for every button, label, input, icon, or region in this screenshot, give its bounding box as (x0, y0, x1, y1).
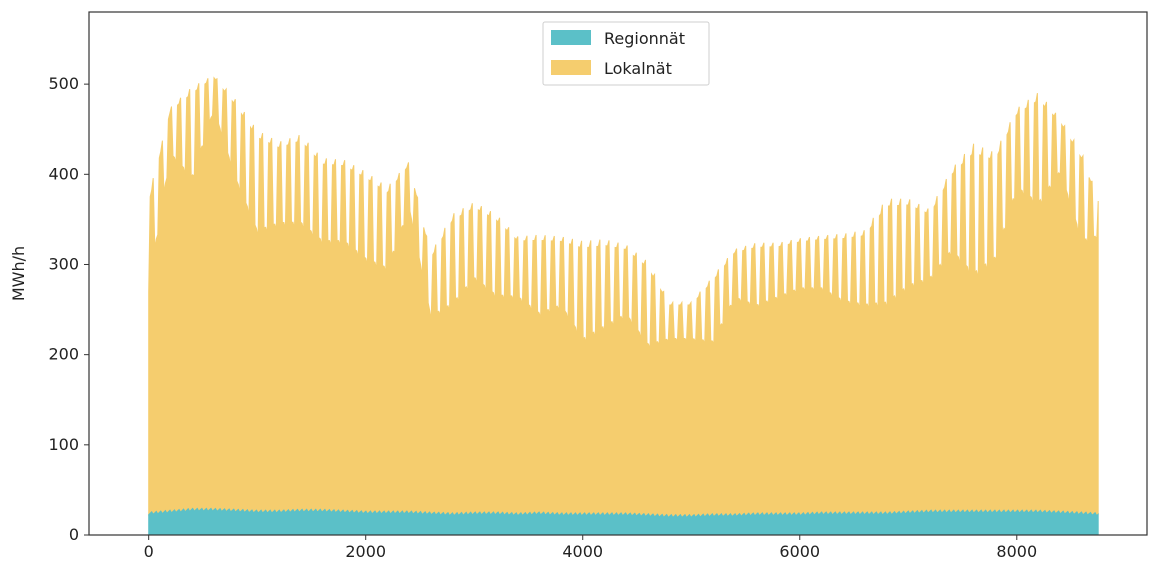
x-tick-label: 8000 (996, 542, 1037, 561)
y-tick-label: 200 (48, 345, 79, 364)
x-tick-label: 0 (144, 542, 154, 561)
legend-swatch-regionnat (551, 30, 591, 45)
y-tick-label: 500 (48, 74, 79, 93)
y-tick-label: 100 (48, 435, 79, 454)
legend-label-lokalnat: Lokalnät (604, 59, 672, 78)
legend: Regionnät Lokalnät (542, 21, 710, 86)
series-area-lokalnat (148, 76, 1099, 519)
y-axis-label: MWh/h (9, 246, 28, 301)
series-area-regionnat (148, 507, 1099, 536)
plot-frame (88, 11, 1148, 536)
y-tick-label: 300 (48, 254, 79, 273)
y-tick-label: 0 (69, 525, 79, 544)
x-tick-label: 6000 (779, 542, 820, 561)
y-tick-label: 400 (48, 164, 79, 183)
plot-layer (148, 76, 1099, 536)
x-tick-label: 4000 (562, 542, 603, 561)
legend-label-regionnat: Regionnät (604, 29, 685, 48)
legend-swatch-lokalnat (551, 60, 591, 75)
x-tick-label: 2000 (345, 542, 386, 561)
axes-layer: 0 2000 4000 6000 8000 0 100 200 300 400 500 (48, 11, 1148, 561)
